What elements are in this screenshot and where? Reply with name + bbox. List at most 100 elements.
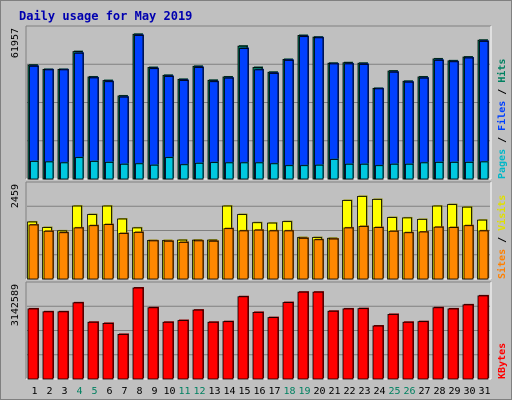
bar-sites-day-22 bbox=[343, 227, 354, 280]
bar-pages-day-20 bbox=[315, 164, 324, 180]
bar-pages-day-7 bbox=[120, 163, 129, 180]
bar-files-day-9 bbox=[149, 68, 159, 180]
bar-sites-day-12 bbox=[193, 240, 204, 280]
legend-entry-0-2: Files bbox=[496, 101, 508, 131]
bar-kbytes-day-1 bbox=[27, 308, 39, 380]
bar-kbytes-day-31 bbox=[477, 295, 489, 380]
bar-sites-day-18 bbox=[283, 230, 294, 280]
bar-sites-day-14 bbox=[223, 228, 234, 280]
x-tick-label-day-10: 10 bbox=[163, 386, 175, 397]
bar-pages-day-2 bbox=[45, 161, 54, 180]
x-tick-label-day-19: 19 bbox=[298, 386, 310, 397]
bar-kbytes-day-15 bbox=[237, 296, 249, 380]
x-tick-label-day-2: 2 bbox=[46, 386, 52, 397]
legend-1: Sites / Visits bbox=[496, 195, 508, 279]
bar-kbytes-day-2 bbox=[42, 311, 54, 380]
bar-sites-day-25 bbox=[388, 230, 399, 280]
bar-kbytes-day-25 bbox=[387, 314, 399, 380]
x-tick-label-day-26: 26 bbox=[403, 386, 415, 397]
bar-pages-day-21 bbox=[330, 159, 339, 180]
x-tick-label-day-11: 11 bbox=[178, 386, 190, 397]
bar-kbytes-day-20 bbox=[312, 291, 324, 380]
bar-pages-day-31 bbox=[480, 161, 489, 180]
bar-pages-day-8 bbox=[135, 163, 144, 180]
bar-sites-day-6 bbox=[103, 224, 114, 280]
bar-pages-day-14 bbox=[225, 162, 234, 180]
bar-kbytes-day-29 bbox=[447, 308, 459, 380]
x-tick-label-day-12: 12 bbox=[193, 386, 205, 397]
bar-sites-day-1 bbox=[28, 224, 39, 280]
bar-sites-day-20 bbox=[313, 239, 324, 280]
max-label-2: 3142589 bbox=[10, 284, 21, 326]
x-tick-label-day-31: 31 bbox=[478, 386, 490, 397]
bar-kbytes-day-9 bbox=[147, 307, 159, 380]
bar-kbytes-day-28 bbox=[432, 307, 444, 380]
bar-files-day-12 bbox=[194, 67, 204, 180]
x-tick-label-day-15: 15 bbox=[238, 386, 250, 397]
max-label-1: 2459 bbox=[10, 184, 21, 208]
bar-kbytes-day-19 bbox=[297, 291, 309, 380]
x-tick-label-day-3: 3 bbox=[61, 386, 67, 397]
bar-sites-day-16 bbox=[253, 229, 264, 280]
bar-files-day-19 bbox=[299, 36, 309, 180]
legend-entry-0-4: Hits bbox=[496, 59, 508, 83]
x-tick-label-day-17: 17 bbox=[268, 386, 280, 397]
x-tick-label-day-24: 24 bbox=[373, 386, 385, 397]
bar-files-day-25 bbox=[389, 71, 399, 180]
bar-files-day-20 bbox=[314, 37, 324, 180]
legend-entry-0-1: / bbox=[497, 131, 508, 149]
bar-sites-day-23 bbox=[358, 226, 369, 280]
bar-pages-day-17 bbox=[270, 163, 279, 180]
bar-kbytes-day-11 bbox=[177, 320, 189, 380]
bar-files-day-28 bbox=[434, 59, 444, 180]
bar-sites-day-8 bbox=[133, 231, 144, 280]
bar-sites-day-3 bbox=[58, 232, 69, 280]
bar-sites-day-27 bbox=[418, 231, 429, 280]
legend-entry-2-0: KBytes bbox=[497, 343, 508, 379]
bar-pages-day-5 bbox=[90, 161, 99, 180]
bar-pages-day-19 bbox=[300, 165, 309, 180]
bar-kbytes-day-16 bbox=[252, 311, 264, 380]
bar-sites-day-9 bbox=[148, 240, 159, 280]
bar-pages-day-28 bbox=[435, 161, 444, 180]
bar-sites-day-29 bbox=[448, 227, 459, 280]
bar-pages-day-1 bbox=[30, 161, 39, 180]
bar-kbytes-day-5 bbox=[87, 321, 99, 380]
bar-sites-day-28 bbox=[433, 226, 444, 280]
bar-kbytes-day-10 bbox=[162, 321, 174, 380]
bar-files-day-31 bbox=[479, 40, 489, 180]
legend-entry-1-1: / bbox=[497, 231, 508, 249]
legend-entry-0-0: Pages bbox=[497, 149, 508, 179]
bar-kbytes-day-14 bbox=[222, 321, 234, 380]
bar-sites-day-31 bbox=[478, 230, 489, 280]
bar-files-day-18 bbox=[284, 59, 294, 180]
bar-kbytes-day-17 bbox=[267, 317, 279, 380]
bar-pages-day-25 bbox=[390, 163, 399, 180]
x-tick-label-day-6: 6 bbox=[106, 386, 112, 397]
x-tick-label-day-23: 23 bbox=[358, 386, 370, 397]
legend-0: Pages / Files / Hits bbox=[496, 59, 508, 179]
x-tick-label-day-8: 8 bbox=[136, 386, 142, 397]
bar-kbytes-day-6 bbox=[102, 323, 114, 380]
bar-kbytes-day-18 bbox=[282, 302, 294, 380]
bar-sites-day-5 bbox=[88, 225, 99, 280]
bar-sites-day-19 bbox=[298, 237, 309, 280]
bar-files-day-22 bbox=[344, 63, 354, 180]
bar-sites-day-15 bbox=[238, 230, 249, 280]
bar-pages-day-10 bbox=[165, 157, 174, 180]
bar-pages-day-30 bbox=[465, 161, 474, 180]
x-tick-label-day-5: 5 bbox=[91, 386, 97, 397]
bar-pages-day-13 bbox=[210, 162, 219, 180]
x-tick-label-day-13: 13 bbox=[208, 386, 220, 397]
bar-kbytes-day-22 bbox=[342, 308, 354, 380]
bar-kbytes-day-30 bbox=[462, 304, 474, 380]
bar-sites-day-30 bbox=[463, 225, 474, 280]
bar-kbytes-day-23 bbox=[357, 308, 369, 380]
x-tick-label-day-14: 14 bbox=[223, 386, 235, 397]
bar-pages-day-15 bbox=[240, 162, 249, 180]
bar-kbytes-day-8 bbox=[132, 287, 144, 380]
bar-pages-day-18 bbox=[285, 165, 294, 180]
bar-sites-day-11 bbox=[178, 241, 189, 280]
